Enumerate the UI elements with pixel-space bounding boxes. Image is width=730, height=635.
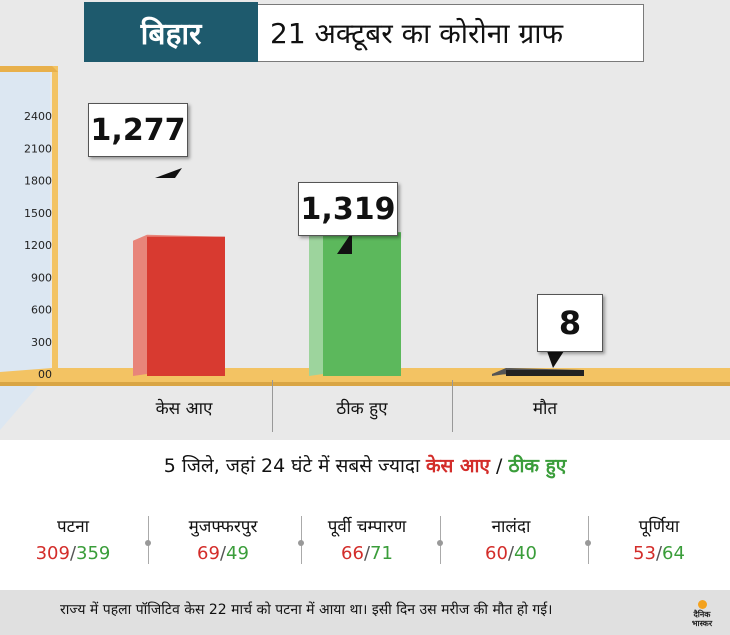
bar-1 [309,230,401,376]
district-slash: / [655,543,663,564]
bar-chart: 00 300 600 900 1200 1500 1800 2100 2400 [0,66,730,430]
district-recovered: 71 [370,543,393,564]
category-label-recovered: ठीक हुए [336,399,388,419]
bar-data-label-recovered: 1,319 [298,182,398,236]
y-tick-label: 2100 [24,142,52,155]
callout-pointer [155,168,182,178]
district-item: पूर्णिया 53/64 [586,514,730,564]
y-tick-label: 300 [31,336,52,349]
district-cases: 66 [341,543,364,564]
district-slash: / [363,543,371,564]
category-divider [452,380,453,432]
sun-icon [697,600,707,609]
bar-front-face [147,236,225,376]
logo-line-1: दैनिक [693,610,711,619]
y-tick-label: 1800 [24,175,52,188]
footer-bar [0,590,730,635]
y-tick-label: 600 [31,304,52,317]
y-tick-label: 00 [38,368,52,381]
district-slash: / [219,543,227,564]
district-cases: 69 [197,543,220,564]
district-panel [0,440,730,590]
district-divider-dot [298,540,304,546]
footer-note: राज्य में पहला पॉजिटिव केस 22 मार्च को प… [60,602,553,618]
district-recovered: 49 [226,543,249,564]
district-name: पूर्वी चम्पारण [327,517,407,537]
chart-y-axis-bar [52,66,58,378]
category-label-deaths: मौत [532,399,558,419]
bar-side-face [309,232,323,376]
district-slash: / [69,543,77,564]
subtitle-slash: / [495,455,503,477]
district-cases: 309 [35,543,70,564]
bar-2 [492,368,584,376]
page-title: 21 अक्टूबर का कोरोना ग्राफ [270,17,564,50]
district-divider-dot [437,540,443,546]
category-divider [272,380,273,432]
subtitle-prefix: 5 जिले, जहां 24 घंटे में सबसे ज्यादा [163,455,420,477]
y-tick-label: 2400 [24,110,52,123]
dainik-bhaskar-logo: दैनिक भास्कर [682,596,722,632]
district-recovered: 64 [662,543,685,564]
district-name: नालंदा [491,517,531,537]
district-slash: / [507,543,515,564]
district-divider-dot [585,540,591,546]
y-tick-label: 1200 [24,239,52,252]
chart-left-wall [0,70,50,430]
y-tick-label: 900 [31,271,52,284]
district-subtitle: 5 जिले, जहां 24 घंटे में सबसे ज्यादा केस… [0,452,730,478]
district-recovered: 40 [514,543,537,564]
district-item: पटना 309/359 [0,514,146,564]
callout-pointer [547,351,564,368]
district-item: मुजफ्फरपुर 69/49 [150,514,296,564]
district-item: नालंदा 60/40 [438,514,584,564]
bar-data-label-cases: 1,277 [88,103,188,157]
bar-front-face [506,370,584,376]
bar-data-label-deaths: 8 [537,294,603,352]
y-tick-label: 1500 [24,207,52,220]
district-name: मुजफ्फरपुर [188,517,258,537]
state-label: बिहार [84,2,258,62]
district-divider-dot [145,540,151,546]
district-cases: 53 [633,543,656,564]
bar-0 [133,234,225,376]
district-cases: 60 [485,543,508,564]
subtitle-cases: केस आए [425,455,490,477]
district-name: पूर्णिया [638,517,680,537]
bar-front-face [323,232,401,376]
district-name: पटना [56,517,90,537]
callout-pointer [337,232,352,254]
bar-side-face [133,236,147,376]
category-label-cases: केस आए [155,399,213,419]
district-recovered: 359 [76,543,111,564]
district-item: पूर्वी चम्पारण 66/71 [294,514,440,564]
logo-line-2: भास्कर [691,619,713,628]
subtitle-recovered: ठीक हुए [508,455,567,477]
